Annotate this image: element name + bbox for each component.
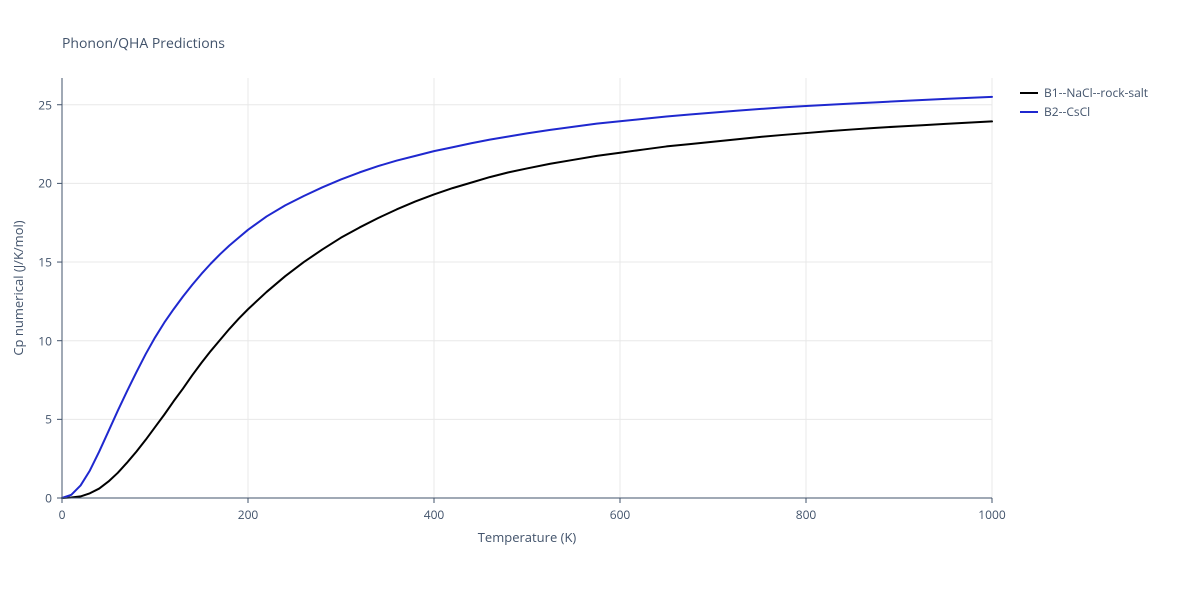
y-tick-label: 15 — [38, 254, 52, 271]
y-tick-label: 20 — [38, 175, 52, 192]
x-tick-label: 400 — [424, 506, 445, 523]
series-line — [62, 121, 992, 498]
legend: B1--NaCl--rock-salt B2--CsCl — [1020, 84, 1148, 122]
x-tick-label: 200 — [238, 506, 259, 523]
x-tick-label: 600 — [610, 506, 631, 523]
legend-item[interactable]: B1--NaCl--rock-salt — [1020, 84, 1148, 101]
legend-swatch — [1020, 106, 1038, 118]
plot-area — [62, 78, 992, 498]
y-tick-label: 25 — [38, 96, 52, 113]
legend-label: B1--NaCl--rock-salt — [1044, 84, 1148, 101]
y-tick-label: 5 — [45, 411, 52, 428]
y-tick-label: 0 — [45, 490, 52, 507]
x-tick-label: 0 — [59, 506, 66, 523]
chart-title: Phonon/QHA Predictions — [62, 34, 225, 53]
legend-label: B2--CsCl — [1044, 103, 1090, 120]
chart-root: Phonon/QHA Predictions 02004006008001000… — [0, 0, 1200, 600]
y-tick-label: 10 — [38, 332, 52, 349]
legend-swatch — [1020, 87, 1038, 99]
legend-item[interactable]: B2--CsCl — [1020, 103, 1148, 120]
y-axis-label: Cp numerical (J/K/mol) — [9, 220, 27, 355]
series-line — [62, 97, 992, 498]
x-tick-label: 1000 — [978, 506, 1005, 523]
x-tick-label: 800 — [796, 506, 817, 523]
x-axis-label: Temperature (K) — [478, 528, 577, 546]
